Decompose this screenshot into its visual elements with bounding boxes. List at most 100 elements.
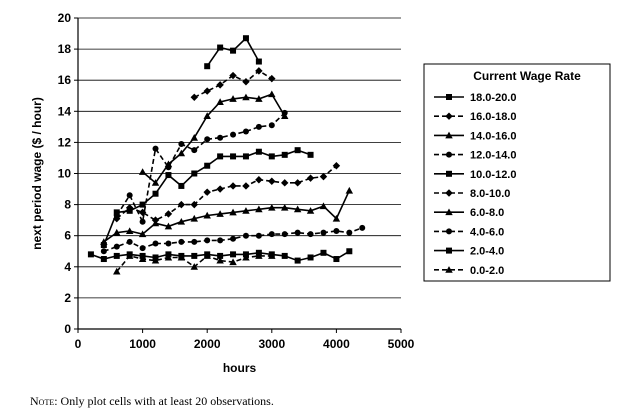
y-tick-label: 0 [64,322,71,336]
data-point [204,136,211,143]
legend-item: 10.0-12.0 [434,169,516,181]
legend-item: 2.0-4.0 [434,246,504,258]
data-point [319,202,328,210]
data-point [242,232,249,239]
data-point [359,224,366,231]
data-point [332,162,341,170]
figure-note: Note: Only plot cells with at least 20 o… [30,394,274,409]
data-point [190,214,198,222]
data-point [164,210,173,218]
gridlines [78,17,401,299]
note-text: : Only plot cells with at least 20 obser… [54,394,274,408]
data-point [333,228,340,235]
data-point [255,58,262,65]
data-point [242,93,250,101]
data-point [268,74,276,83]
data-point [281,252,288,259]
legend-label: 2.0-4.0 [470,246,504,258]
legend-item: 4.0-6.0 [434,226,504,238]
data-point [165,172,172,179]
data-point [242,128,249,135]
data-point [113,228,121,236]
data-point [165,164,172,171]
data-point [306,207,315,214]
y-tick-label: 12 [58,135,72,149]
legend-swatch-marker [446,247,452,254]
data-point [268,90,276,98]
data-point [191,252,198,259]
data-point [306,174,315,182]
data-point [191,170,198,177]
data-point [293,179,302,187]
data-point [230,235,237,242]
data-point [191,147,198,154]
data-point [346,248,353,255]
data-point [164,222,173,230]
y-tick-label: 4 [64,260,71,274]
data-point [203,188,211,196]
data-point [217,134,224,141]
data-point [216,185,224,193]
data-point [125,203,134,212]
legend-item: 8.0-10.0 [434,188,510,200]
data-point [203,252,211,259]
data-point [230,47,237,54]
series-line [103,227,363,253]
data-point [152,240,159,247]
data-point [216,81,224,89]
y-tick-label: 20 [58,11,72,25]
data-point [268,122,275,129]
data-point [87,251,94,258]
data-point [125,252,134,259]
data-point [242,35,249,42]
series-7 [100,224,366,255]
data-point [229,258,237,266]
chart: 0 2 4 6 8 10 12 14 16 18 20 0 1000 2000 3000 4000 5000 h… [30,11,611,375]
data-point [139,245,146,252]
legend-swatch-marker [446,94,452,100]
data-point [126,238,133,245]
data-point [217,237,224,244]
data-point [307,231,314,238]
data-point [268,153,275,160]
data-point [345,186,354,194]
data-point [216,98,224,105]
legend-item: 0.0-2.0 [434,265,504,277]
data-point [216,210,224,217]
data-point [152,190,159,197]
data-point [242,153,249,160]
data-point [139,218,146,225]
data-point [294,147,301,154]
data-point [138,255,147,263]
data-point [190,263,198,270]
data-point [216,256,224,264]
y-tick-label: 14 [58,104,72,118]
data-point [190,93,198,102]
series-1 [190,67,276,102]
data-point [190,200,198,209]
y-tick-label: 10 [58,167,72,181]
data-point [332,214,341,222]
data-point [113,214,121,223]
legend-swatch-marker [445,189,453,197]
data-point [204,162,211,169]
data-point [307,151,314,158]
data-point [203,87,211,95]
legend-swatch-marker [445,266,453,273]
data-point [177,217,186,225]
data-point [178,238,185,245]
legend-label: 6.0-8.0 [470,207,504,219]
data-point [333,256,340,263]
data-point [177,253,186,261]
data-point [255,176,263,184]
series-group [87,35,366,275]
data-point [319,172,328,181]
data-point [320,229,327,236]
legend-label: 4.0-6.0 [470,226,504,238]
series-5 [113,162,341,224]
series-line [142,93,286,184]
data-point [190,134,198,141]
series-line [103,190,351,243]
legend-item: 12.0-14.0 [434,150,516,162]
data-point [100,238,108,245]
